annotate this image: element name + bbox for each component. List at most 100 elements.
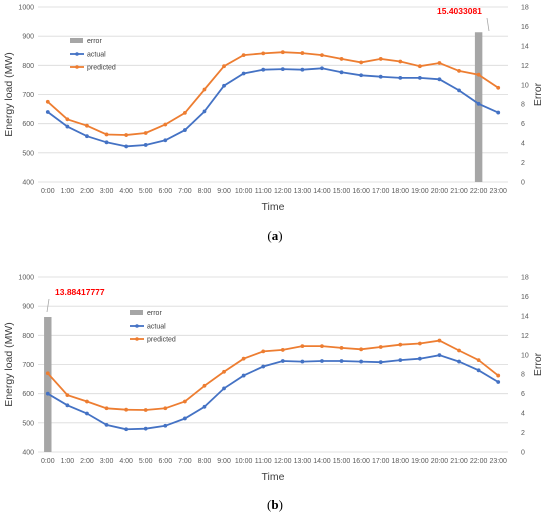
legend-marker-predicted: [75, 65, 79, 69]
data-point-actual: [222, 83, 226, 88]
data-point-predicted: [65, 393, 70, 398]
data-point-actual: [320, 359, 324, 363]
x-tick-label: 23:00: [489, 188, 507, 195]
x-axis-title: Time: [262, 201, 285, 213]
y2-tick-label: 14: [521, 313, 529, 320]
data-point-actual: [104, 422, 109, 427]
caption-paren-open: (: [267, 228, 271, 243]
data-point-predicted: [496, 85, 501, 90]
data-point-actual: [417, 75, 422, 80]
y2-tick-label: 2: [521, 430, 525, 437]
data-point-actual: [65, 124, 70, 129]
data-point-predicted: [241, 53, 246, 58]
data-point-predicted: [241, 356, 246, 361]
x-tick-label: 1:00: [61, 188, 75, 195]
data-point-predicted: [65, 117, 70, 122]
x-tick-label: 18:00: [392, 188, 410, 195]
y2-tick-label: 18: [521, 5, 529, 12]
data-point-predicted: [457, 348, 461, 353]
data-point-actual: [320, 66, 324, 71]
y-tick-label: 700: [22, 92, 34, 99]
y2-axis-title: Error: [532, 352, 544, 376]
data-point-predicted: [359, 347, 364, 352]
legend-marker-predicted: [135, 337, 139, 341]
data-point-actual: [339, 359, 344, 363]
data-point-actual: [437, 77, 442, 82]
legend-label-error: error: [147, 310, 162, 317]
data-point-predicted: [378, 345, 383, 349]
data-point-actual: [339, 70, 344, 75]
y2-tick-label: 0: [521, 450, 525, 457]
x-tick-label: 1:00: [61, 458, 75, 465]
y2-tick-label: 6: [521, 391, 525, 398]
annotation-leader: [46, 298, 50, 313]
x-tick-label: 20:00: [431, 458, 449, 465]
data-point-actual: [398, 358, 403, 363]
data-point-actual: [261, 364, 266, 369]
data-point-actual: [378, 360, 383, 365]
data-point-predicted: [437, 338, 442, 343]
x-tick-label: 21:00: [450, 458, 468, 465]
y-axis-title: Energy load (MW): [3, 322, 15, 407]
x-tick-label: 2:00: [80, 458, 94, 465]
data-point-predicted: [476, 72, 481, 77]
x-tick-label: 17:00: [372, 458, 390, 465]
data-point-predicted: [417, 341, 422, 346]
data-point-actual: [359, 359, 364, 364]
data-point-predicted: [300, 51, 305, 55]
data-point-actual: [398, 75, 403, 80]
data-point-predicted: [280, 50, 285, 55]
x-tick-label: 0:00: [41, 188, 55, 195]
y2-tick-label: 10: [521, 82, 529, 89]
y-tick-label: 1000: [18, 5, 34, 12]
data-point-actual: [300, 67, 305, 72]
data-point-predicted: [85, 399, 89, 404]
x-tick-label: 20:00: [431, 188, 449, 195]
y-tick-label: 1000: [18, 275, 34, 282]
data-point-actual: [359, 73, 364, 78]
y2-tick-label: 16: [521, 294, 529, 301]
data-point-actual: [202, 109, 207, 114]
data-point-actual: [182, 416, 187, 421]
data-point-predicted: [104, 406, 109, 411]
x-tick-label: 6:00: [158, 188, 172, 195]
x-tick-label: 4:00: [119, 458, 133, 465]
data-point-predicted: [496, 373, 501, 378]
x-tick-label: 13:00: [294, 188, 312, 195]
x-tick-label: 11:00: [255, 458, 272, 465]
legend-swatch-error: [70, 38, 83, 43]
data-point-actual: [280, 359, 285, 363]
data-point-predicted: [202, 87, 207, 92]
data-point-predicted: [457, 68, 461, 73]
error-bar: [44, 317, 52, 452]
data-point-actual: [143, 143, 148, 147]
data-point-actual: [45, 110, 50, 114]
x-tick-label: 14:00: [313, 458, 331, 465]
caption-letter: a: [272, 228, 279, 243]
data-point-actual: [437, 353, 442, 358]
data-point-predicted: [398, 342, 403, 347]
data-point-actual: [476, 368, 481, 373]
data-point-predicted: [339, 57, 344, 61]
data-point-actual: [85, 134, 89, 139]
x-tick-label: 4:00: [119, 188, 133, 195]
x-tick-label: 10:00: [235, 188, 253, 195]
data-point-predicted: [124, 407, 129, 412]
error-bar: [474, 32, 483, 182]
data-point-predicted: [45, 99, 50, 104]
x-tick-label: 7:00: [178, 458, 192, 465]
data-point-predicted: [261, 51, 266, 56]
y-axis-title: Energy load (MW): [3, 52, 15, 137]
chart-panel-b: 400 500 600 700 800 900 1000 0 2 4 6 8 10 12 14 16 18 0:0…: [3, 275, 544, 513]
y2-tick-label: 12: [521, 63, 529, 70]
y2-tick-label: 10: [521, 352, 529, 359]
x-tick-label: 22:00: [470, 458, 488, 465]
x-tick-label: 22:00: [470, 188, 488, 195]
data-point-predicted: [104, 132, 109, 137]
y2-tick-label: 2: [521, 160, 525, 167]
data-point-predicted: [222, 369, 226, 374]
legend: error actual predicted: [70, 38, 116, 72]
x-tick-label: 13:00: [294, 458, 312, 465]
series-line-predicted: [47, 51, 499, 136]
